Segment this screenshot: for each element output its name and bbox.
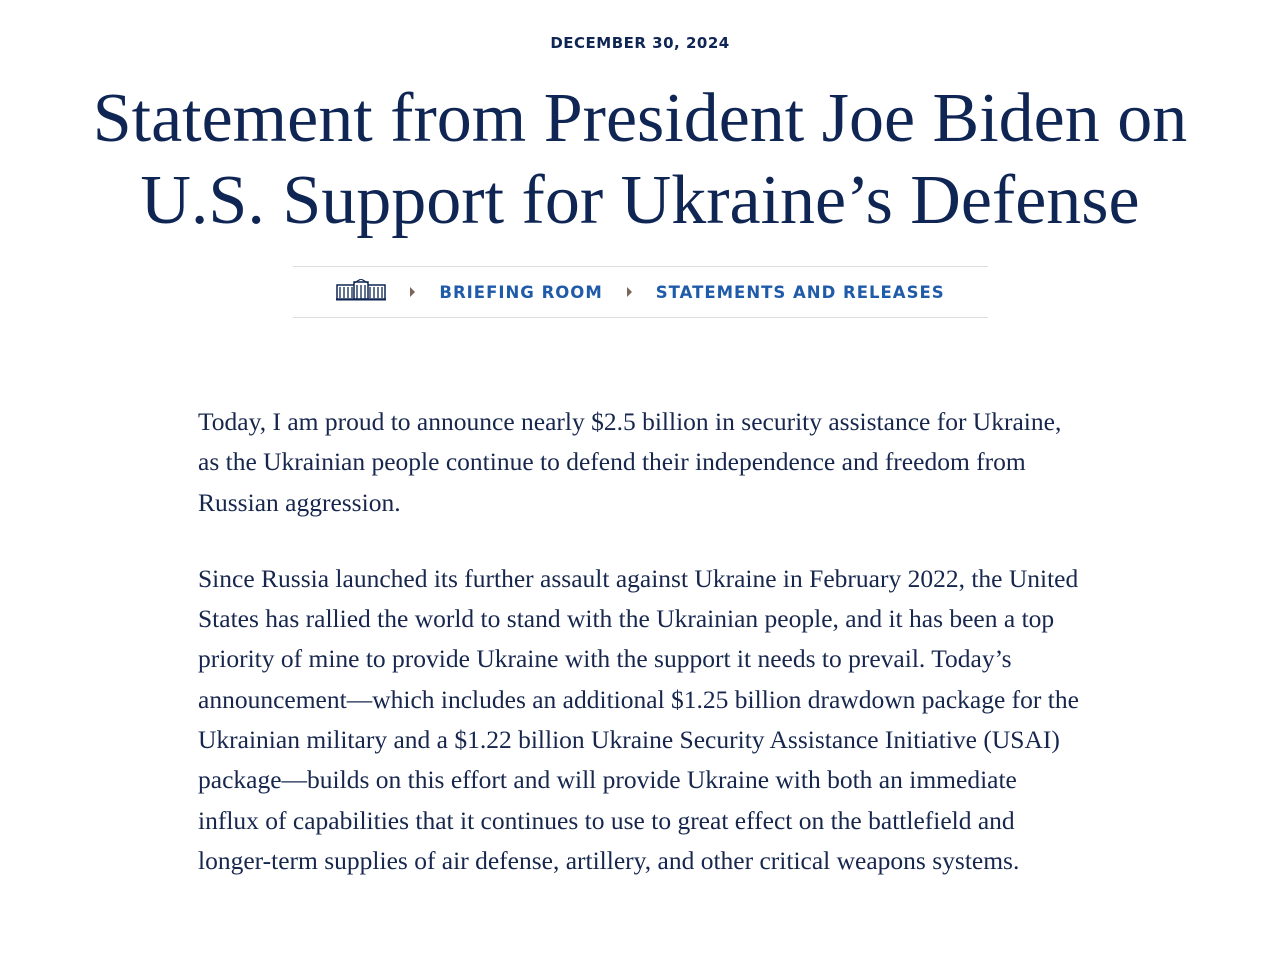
paragraph: Since Russia launched its further assaul…: [198, 563, 1079, 875]
breadcrumb: BRIEFING ROOM STATEMENTS AND RELEASES: [293, 266, 988, 318]
caret-right-icon: [410, 287, 416, 297]
breadcrumb-statements-and-releases[interactable]: STATEMENTS AND RELEASES: [655, 282, 945, 302]
breadcrumb-briefing-room[interactable]: BRIEFING ROOM: [439, 282, 603, 302]
white-house-icon[interactable]: [336, 278, 387, 305]
publish-date: DECEMBER 30, 2024: [550, 34, 730, 52]
caret-right-icon: [626, 287, 632, 297]
paragraph: Today, I am proud to announce nearly $2.…: [198, 407, 1062, 517]
page-title: Statement from President Joe Biden on U.…: [92, 80, 1188, 239]
article-body: Today, I am proud to announce nearly $2.…: [198, 402, 1083, 917]
